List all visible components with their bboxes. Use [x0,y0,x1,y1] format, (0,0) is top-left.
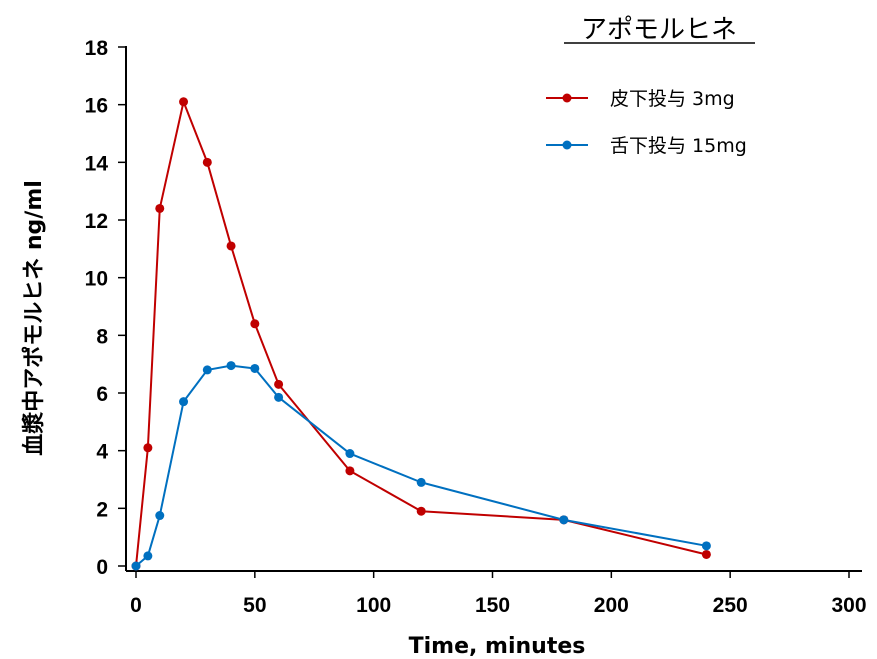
y-tick-label: 10 [85,268,108,291]
y-tick-label: 16 [85,95,108,118]
y-axis-title: 血漿中アポモルヒネ ng/ml [21,180,47,456]
y-tick-label: 12 [85,210,108,233]
chart-title: アポモルヒネ [581,15,737,45]
y-tick-label: 18 [85,37,109,60]
x-tick-label: 100 [356,594,391,617]
x-tick-label: 50 [243,594,266,617]
data-point-sublingual [179,397,189,407]
legend: 皮下投与 3mg 舌下投与 15mg [546,88,747,157]
x-tick-label: 250 [713,594,748,617]
axes [125,46,862,572]
x-axis-title: Time, minutes [409,634,586,659]
data-point-sublingual [202,365,212,375]
series-sublingual [131,361,711,571]
data-point-sublingual [226,361,236,371]
y-tick-label: 6 [96,383,108,406]
series-line-subcutaneous [135,100,707,567]
legend-marker-sublingual [562,140,572,150]
x-ticks: 0 50 100 150 200 250 300 [130,571,867,617]
series-layer [131,97,711,571]
data-point-subcutaneous [155,203,165,213]
data-point-subcutaneous [250,319,260,329]
data-point-sublingual [131,561,141,571]
data-point-subcutaneous [226,241,236,251]
data-point-sublingual [701,541,711,551]
data-point-subcutaneous [179,97,189,107]
data-point-sublingual [155,511,165,521]
data-point-subcutaneous [143,443,153,453]
legend-marker-subcutaneous [562,93,572,103]
data-point-sublingual [559,515,569,525]
data-point-subcutaneous [345,466,355,476]
data-point-sublingual [250,363,260,373]
data-point-sublingual [416,477,426,487]
legend-label-subcutaneous: 皮下投与 3mg [610,88,735,110]
data-point-subcutaneous [701,549,711,559]
x-tick-label: 150 [475,594,510,617]
data-point-subcutaneous [416,506,426,516]
data-point-sublingual [345,449,355,459]
legend-item-sublingual: 舌下投与 15mg [546,135,747,157]
data-point-subcutaneous [202,157,212,167]
series-subcutaneous [131,97,711,571]
y-tick-label: 2 [96,498,108,521]
y-tick-label: 8 [96,325,108,348]
y-tick-label: 4 [96,441,108,464]
x-tick-label: 200 [594,594,629,617]
y-ticks: 0 2 4 6 8 10 12 14 16 18 [85,37,126,579]
legend-label-sublingual: 舌下投与 15mg [610,135,747,157]
data-point-subcutaneous [274,379,284,389]
legend-item-subcutaneous: 皮下投与 3mg [546,88,735,110]
series-line-sublingual [135,364,707,567]
y-tick-label: 14 [85,152,109,175]
data-point-sublingual [274,392,284,402]
x-tick-label: 300 [831,594,866,617]
data-point-sublingual [143,551,153,561]
x-tick-label: 0 [130,594,142,617]
y-tick-label: 0 [96,556,108,579]
